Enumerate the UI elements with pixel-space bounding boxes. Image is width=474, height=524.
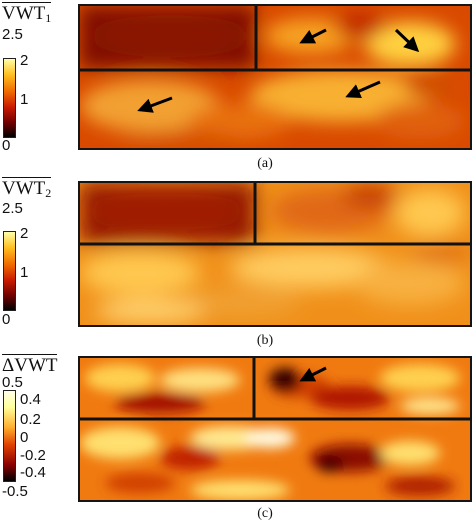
colorbar-tick: 2 <box>20 52 29 69</box>
colorbar-tick: 0 <box>20 429 29 446</box>
field-a-svg <box>80 6 470 148</box>
colorbar-title-b: VWT2 <box>2 177 52 200</box>
colorbar-tick: 0.4 <box>20 391 41 408</box>
colorbar-tick: -0.2 <box>20 447 46 464</box>
caption-c: (c) <box>257 506 273 521</box>
arrow-marker <box>345 80 381 99</box>
caption-a: (a) <box>257 156 273 171</box>
colorbar-title-a: VWT1 <box>2 2 52 25</box>
colorbar-tick: 0.2 <box>20 411 41 428</box>
velocity-field-b <box>78 181 472 327</box>
colorbar-a <box>3 58 16 138</box>
velocity-field-c <box>78 356 472 502</box>
colorbar-tick: 0 <box>2 137 11 154</box>
colorbar-tick: 1 <box>20 91 29 108</box>
colorbar-title-c: ΔVWT <box>2 354 58 376</box>
colorbar-tick: 1 <box>20 264 29 281</box>
colorbar-tick: 0 <box>2 311 11 328</box>
colorbar-tick: 0.5 <box>2 374 23 391</box>
panel-b: VWT2 2.5 2 1 0 <box>0 175 474 353</box>
panel-c: ΔVWT 0.5 0.4 0.2 0 -0.2 -0.4 -0.5 <box>0 352 474 524</box>
colorbar-tick: 2 <box>20 225 29 242</box>
colorbar-tick: 2.5 <box>2 26 23 43</box>
colorbar-b <box>3 231 16 311</box>
arrow-marker <box>137 96 173 113</box>
velocity-field-a <box>78 4 472 150</box>
caption-b: (b) <box>256 333 274 348</box>
arrow-marker <box>299 28 327 44</box>
colorbar-tick: -0.5 <box>2 483 28 500</box>
field-b-svg <box>80 183 470 325</box>
arrow-marker <box>299 366 327 382</box>
arrow-marker <box>394 28 420 53</box>
colorbar-c <box>3 390 16 482</box>
colorbar-tick: -0.4 <box>20 464 46 481</box>
field-c-svg <box>80 358 470 500</box>
colorbar-tick: 2.5 <box>2 200 23 217</box>
panel-a: VWT1 2.5 2 1 0 <box>0 0 474 178</box>
